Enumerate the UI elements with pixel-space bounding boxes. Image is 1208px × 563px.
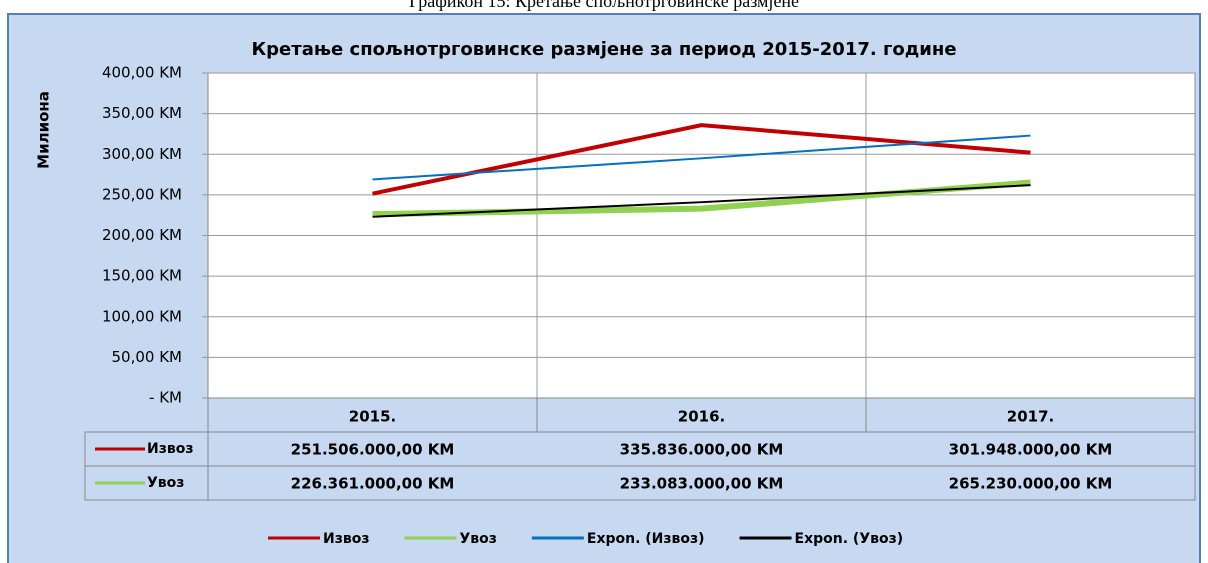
y-tick-label: - KM [149,389,182,407]
legend-label: Expon. (Извоз) [587,531,705,547]
y-tick-label: 50,00 KM [112,348,183,366]
x-tick-label: 2015. [349,408,396,426]
data-label: 335.836.000,00 KM [620,441,784,459]
series-line [372,184,1031,218]
data-label: 233.083.000,00 KM [620,475,784,493]
legend-label: Expon. (Увоз) [795,531,904,547]
chart-title: Кретање спољнотрговинске размјене за пер… [251,39,956,60]
x-tick-label: 2017. [1007,408,1054,426]
y-tick-label: 100,00 KM [102,307,182,325]
x-tick-label: 2016. [678,408,725,426]
series-line [372,134,1031,181]
y-tick-label: 300,00 KM [102,145,182,163]
y-tick-label: 200,00 KM [102,226,182,244]
data-label: 251.506.000,00 KM [291,441,455,459]
table-series-name: Увоз [147,475,184,491]
caption: Графикон 15: Кретање спољнотрговинске ра… [409,0,799,11]
table-row [84,465,1196,501]
legend-label: Увоз [459,531,496,547]
y-tick-label: 150,00 KM [102,267,182,285]
y-tick-label: 250,00 KM [102,185,182,203]
table-series-name: Извоз [147,441,193,457]
data-label: 226.361.000,00 KM [291,475,455,493]
data-label: 265.230.000,00 KM [949,475,1113,493]
data-label: 301.948.000,00 KM [949,441,1113,459]
table-header [207,397,1196,433]
legend-label: Извоз [323,531,369,547]
y-axis-label: Милиона [35,91,53,169]
y-tick-label: 350,00 KM [102,104,182,122]
table-row [84,431,1196,467]
y-tick-label: 400,00 KM [102,64,182,82]
